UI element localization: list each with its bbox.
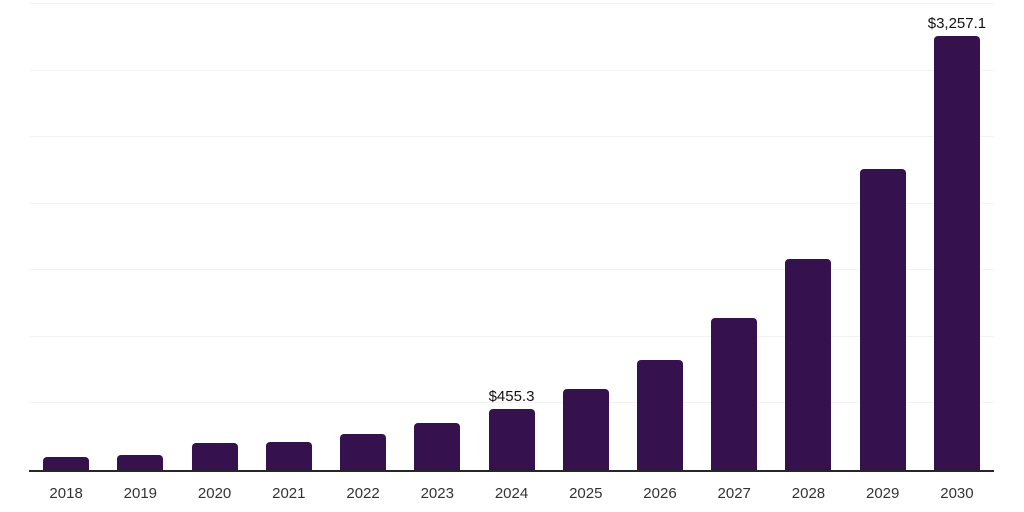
x-tick-label-2025: 2025 [569, 484, 603, 502]
bar-band-2027 [697, 4, 771, 470]
bar-band-2025 [549, 4, 623, 470]
x-tick-label-2019: 2019 [123, 484, 158, 502]
x-tick-label-2024: 2024 [494, 484, 529, 502]
gridline-2000 [29, 202, 994, 204]
bar-2019 [117, 455, 164, 470]
bar-band-2019 [103, 4, 177, 470]
bar-band-2030: $3,257.1 [920, 4, 994, 470]
bar-band-2021 [252, 4, 326, 470]
plot-area: $455.3 $3,257.1 [29, 3, 994, 472]
bar-band-2029 [846, 4, 920, 470]
bar-value-label-2030: $3,257.1 [927, 15, 987, 33]
bar-2030: $3,257.1 [928, 16, 986, 470]
x-tick-label-2022: 2022 [346, 484, 380, 502]
x-tick-label-2030: 2030 [940, 484, 974, 502]
bar-2026 [636, 359, 683, 470]
bar-2018 [43, 456, 90, 470]
x-axis-line [29, 470, 994, 472]
bar-band-2023 [400, 4, 474, 470]
bar-2027 [711, 318, 758, 470]
x-tick-label-2018: 2018 [49, 484, 83, 502]
gridline-3000 [29, 69, 994, 71]
bar-2020 [191, 443, 238, 470]
x-tick-label-2026: 2026 [643, 484, 677, 502]
bar-band-2022 [326, 4, 400, 470]
bar-band-2024: $455.3 [474, 4, 548, 470]
x-tick-label-2023: 2023 [420, 484, 454, 502]
x-tick-label-2028: 2028 [791, 484, 826, 502]
bars-row: $455.3 $3,257.1 [29, 4, 994, 470]
bar-band-2028 [771, 4, 845, 470]
bar-2022 [340, 434, 387, 470]
bar-2024: $455.3 [488, 389, 535, 470]
bar-2025 [562, 388, 609, 470]
bar-value-label-2024: $455.3 [488, 388, 535, 406]
bar-band-2020 [177, 4, 251, 470]
gridline-2500 [29, 136, 994, 138]
x-tick-label-2021: 2021 [272, 484, 306, 502]
bar-2029 [859, 168, 906, 470]
bar-band-2026 [623, 4, 697, 470]
x-axis-tick-labels: 2018 2019 2020 2021 2022 2023 2024 2025 2026 2027… [29, 480, 994, 506]
bar-band-2018 [29, 4, 103, 470]
gridline-3500 [29, 3, 994, 4]
bar-2028 [785, 258, 832, 470]
gridline-1000 [29, 335, 994, 337]
x-tick-label-2020: 2020 [197, 484, 232, 502]
gridline-1500 [29, 269, 994, 271]
bar-2021 [265, 442, 312, 470]
gridline-500 [29, 402, 994, 404]
x-tick-label-2027: 2027 [717, 484, 751, 502]
x-tick-label-2029: 2029 [866, 484, 900, 502]
bar-2023 [414, 423, 461, 470]
